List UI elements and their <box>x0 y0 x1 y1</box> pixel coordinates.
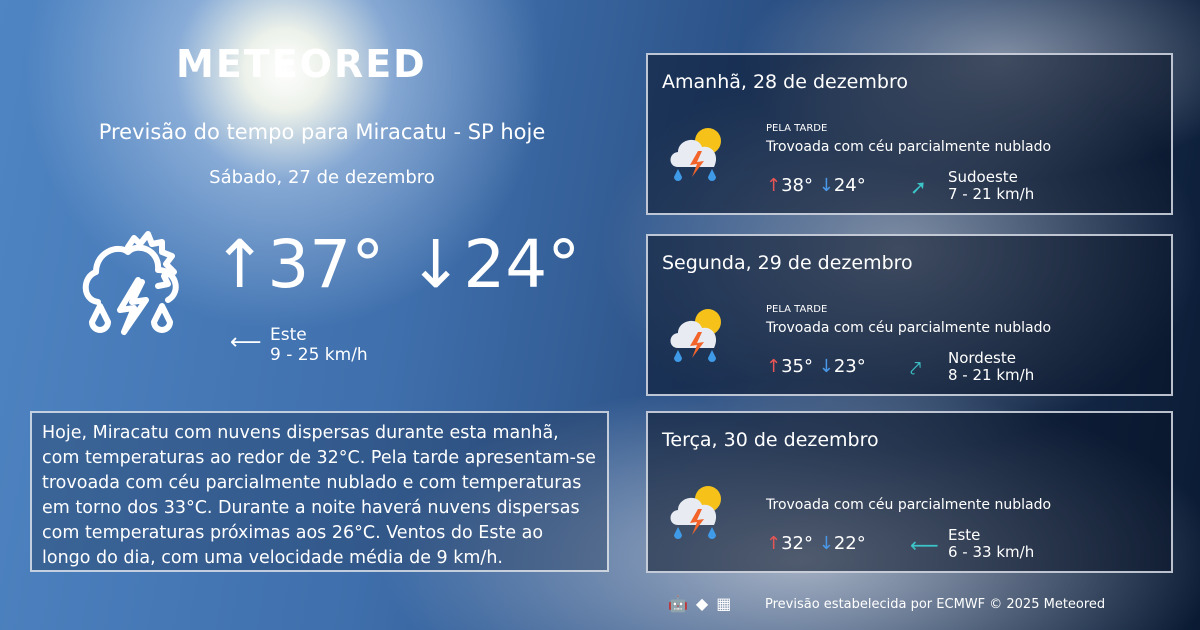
day-description: Hoje, Miracatu com nuvens dispersas dura… <box>30 411 609 572</box>
thunderstorm-sun-icon <box>670 309 721 362</box>
forecast-day: Amanhã, 28 de dezembro <box>662 71 908 93</box>
meteored-logo: METEORED <box>176 42 427 86</box>
wind-direction-icon: ⟵ <box>230 330 262 355</box>
forecast-card[interactable]: Amanhã, 28 de dezembro PELA TARDE Trovoa… <box>646 53 1173 215</box>
thunderstorm-partly-cloudy-icon <box>82 231 179 335</box>
today-max: ↑37° <box>212 226 385 303</box>
page-title: Previsão do tempo para Miracatu - SP hoj… <box>98 120 546 144</box>
today-date: Sábado, 27 de dezembro <box>209 167 435 188</box>
forecast-wind: Este 6 - 33 km/h <box>948 526 1035 561</box>
thunderstorm-sun-icon <box>670 128 721 181</box>
forecast-temps: ↑35° ↓23° <box>766 356 866 377</box>
app-store-icons[interactable]: 🤖◆▦ <box>668 594 740 613</box>
forecast-temps: ↑38° ↓24° <box>766 175 866 196</box>
wind-direction-icon: ⟵ <box>910 533 939 557</box>
forecast-temps: ↑32° ↓22° <box>766 533 866 554</box>
today-min: ↓24° <box>408 226 581 303</box>
wind-direction-icon: ➚ <box>910 175 927 199</box>
forecast-condition: Trovoada com céu parcialmente nublado <box>766 139 1052 155</box>
forecast-day: Segunda, 29 de dezembro <box>662 252 913 274</box>
forecast-period: PELA TARDE <box>766 123 828 134</box>
forecast-card[interactable]: Segunda, 29 de dezembro PELA TARDE Trovo… <box>646 234 1173 396</box>
forecast-wind: Sudoeste 7 - 21 km/h <box>948 168 1035 203</box>
forecast-wind: Nordeste 8 - 21 km/h <box>948 349 1035 384</box>
thunderstorm-sun-icon <box>670 486 721 539</box>
wind-direction-icon: ⤤ <box>910 356 922 380</box>
forecast-condition: Trovoada com céu parcialmente nublado <box>766 320 1052 336</box>
forecast-card[interactable]: Terça, 30 de dezembro Trovoada com céu p… <box>646 411 1173 573</box>
forecast-condition: Trovoada com céu parcialmente nublado <box>766 497 1052 513</box>
footer-credit: Previsão estabelecida por ECMWF © 2025 M… <box>765 597 1106 612</box>
forecast-period: PELA TARDE <box>766 304 828 315</box>
forecast-day: Terça, 30 de dezembro <box>662 429 879 451</box>
today-wind: Este 9 - 25 km/h <box>270 325 368 365</box>
